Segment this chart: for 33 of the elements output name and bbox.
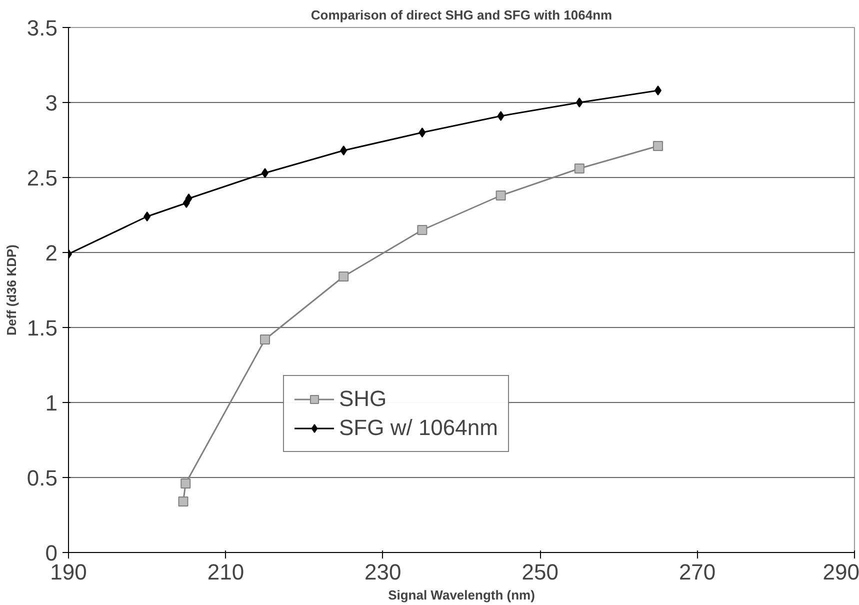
- y-tick-label: 2: [45, 240, 58, 266]
- x-tick-label: 230: [364, 560, 402, 584]
- point: [574, 164, 584, 174]
- point: [576, 98, 583, 108]
- x-tick-label: 290: [822, 560, 859, 584]
- y-tick-label: 2.5: [26, 166, 58, 190]
- y-tick-label: 0.5: [26, 466, 58, 490]
- y-tick-label: 1.5: [26, 316, 58, 340]
- point: [497, 111, 504, 121]
- point: [185, 194, 192, 204]
- y-tick-label: 1: [45, 390, 58, 416]
- x-tick-label: 210: [207, 560, 244, 584]
- chart-title: Comparison of direct SHG and SFG with 1064nm: [310, 8, 612, 22]
- x-axis-title: Signal Wavelength (nm): [388, 588, 535, 602]
- point: [653, 141, 663, 151]
- legend-label: SHG: [339, 386, 387, 412]
- point: [418, 128, 426, 138]
- x-tick-label: 250: [522, 560, 558, 584]
- point: [262, 168, 268, 178]
- point: [496, 190, 506, 200]
- point: [144, 212, 151, 222]
- point: [338, 272, 349, 282]
- point: [654, 86, 662, 96]
- y-tick-label: 3: [45, 90, 58, 116]
- y-axis-title: Deff (d36 KDP): [4, 244, 19, 336]
- x-tick-label: 270: [678, 560, 716, 584]
- point: [340, 146, 348, 156]
- point: [178, 496, 188, 506]
- point: [417, 225, 428, 235]
- y-tick-label: 3.5: [26, 16, 58, 40]
- point: [180, 478, 191, 488]
- point: [260, 334, 270, 344]
- legend-label: SFG w/ 1064nm: [339, 415, 498, 441]
